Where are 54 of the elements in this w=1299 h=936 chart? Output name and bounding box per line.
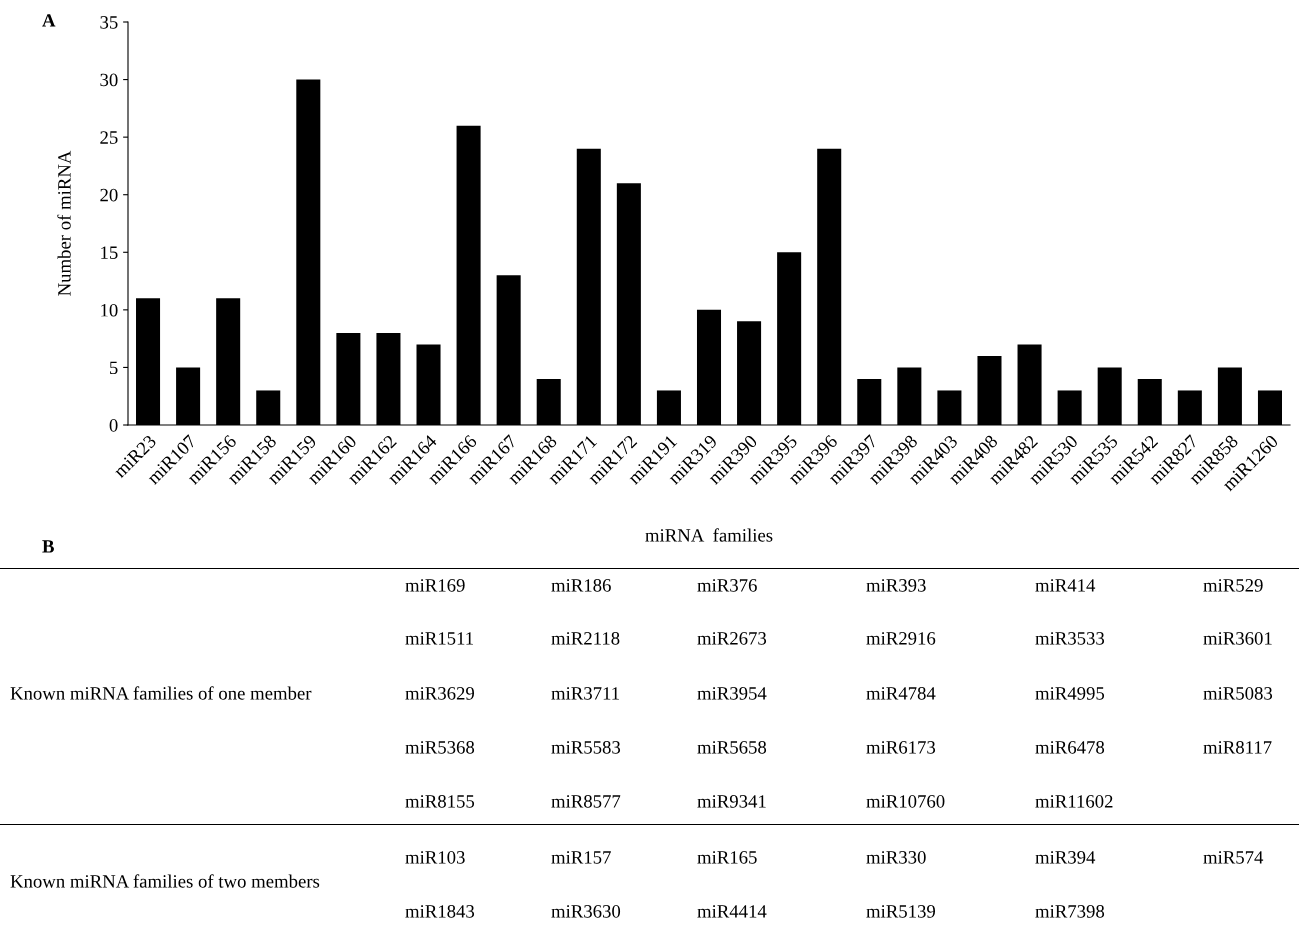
text: A <box>42 14 56 27</box>
text: miR2118 <box>551 632 620 645</box>
text: miR414 <box>1035 579 1096 592</box>
text: miR3711 <box>551 687 619 700</box>
text: miR4784 <box>866 687 936 700</box>
text: miR186 <box>551 579 611 592</box>
text: miR103 <box>405 851 465 864</box>
text: miR3630 <box>551 905 621 918</box>
text: miR8155 <box>405 795 475 808</box>
text: Known miRNA families of two members <box>10 874 320 888</box>
text: miR7398 <box>1035 905 1105 918</box>
text: miR10760 <box>866 795 945 808</box>
y-tick-label: 0 <box>109 419 118 432</box>
text: miR1843 <box>405 905 475 918</box>
y-tick-label: 20 <box>100 188 118 202</box>
text: miR4995 <box>1035 687 1105 700</box>
text: miR574 <box>1203 851 1264 864</box>
text: miR165 <box>697 851 757 864</box>
text: miR3954 <box>697 687 767 700</box>
text: miR5583 <box>551 741 621 754</box>
text: miR5139 <box>866 905 936 918</box>
text: miR169 <box>405 579 465 592</box>
text: miR4414 <box>697 905 767 918</box>
y-tick-label: 35 <box>100 16 118 29</box>
text: miR157 <box>551 851 611 864</box>
y-tick-label: 25 <box>100 131 118 144</box>
y-tick-label: 30 <box>100 73 118 87</box>
text: miR8577 <box>551 795 621 808</box>
y-tick-label: 15 <box>101 246 118 259</box>
text: miR5658 <box>697 741 767 754</box>
text: miR8117 <box>1203 741 1272 754</box>
y-tick-label: 5 <box>109 361 118 375</box>
text: B <box>42 540 54 553</box>
text: miR11602 <box>1035 795 1113 808</box>
y-axis-title: Number of miRNA <box>57 150 71 296</box>
text: miR3533 <box>1035 632 1105 645</box>
x-axis-title: miRNA families <box>645 528 773 542</box>
y-tick-label: 10 <box>101 303 118 317</box>
text: Known miRNA families of one member <box>10 686 312 700</box>
text: miR6173 <box>866 741 936 754</box>
text: miR330 <box>866 851 926 864</box>
text: miR394 <box>1035 851 1096 864</box>
text: miR3601 <box>1203 632 1272 645</box>
text: miR6478 <box>1035 741 1105 754</box>
text: miR393 <box>866 579 926 592</box>
text: miR376 <box>697 579 757 592</box>
text: miR9341 <box>697 795 766 808</box>
text: miR1511 <box>405 632 473 645</box>
text: miR3629 <box>405 687 475 700</box>
text: miR5083 <box>1203 687 1273 700</box>
text: miR2916 <box>866 632 936 645</box>
text: miR5368 <box>405 741 475 754</box>
text: miR529 <box>1203 579 1263 592</box>
text: miR2673 <box>697 632 767 645</box>
